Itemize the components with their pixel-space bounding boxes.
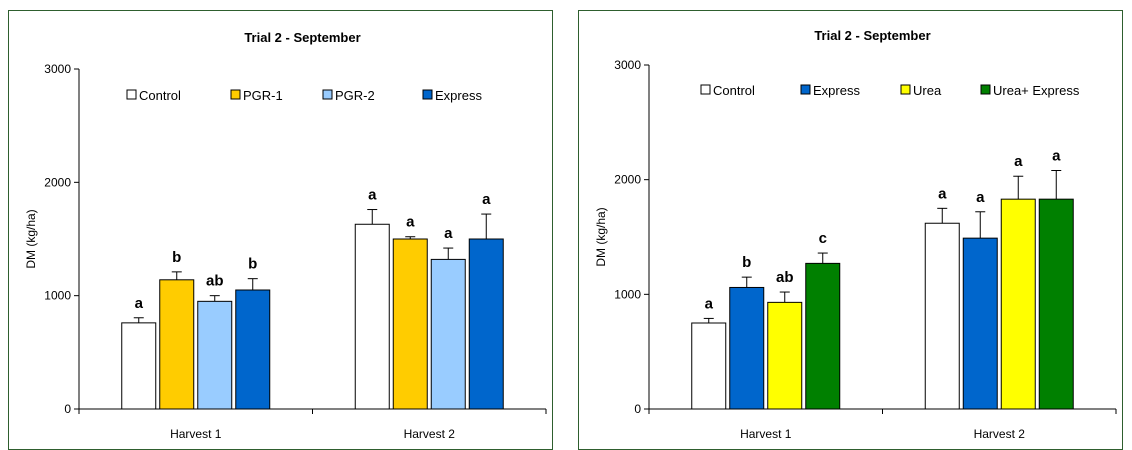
y-tick-label: 1000	[44, 289, 71, 303]
bar	[729, 286, 765, 410]
legend-swatch	[126, 89, 137, 100]
significance-label: b	[172, 249, 181, 266]
bar	[121, 322, 157, 410]
y-tick-label: 0	[64, 402, 71, 416]
legend-swatch	[422, 89, 433, 100]
significance-label: a	[705, 295, 714, 312]
bar	[354, 223, 390, 410]
y-axis-label: DM (kg/ha)	[24, 209, 38, 268]
significance-label: a	[1052, 147, 1061, 164]
significance-label: a	[406, 214, 415, 231]
significance-label: b	[742, 254, 751, 271]
bar-chart-right: Trial 2 - September DM (kg/ha) 0 1000 2000 30…	[594, 28, 1117, 441]
significance-label: a	[444, 225, 453, 242]
legend-label: Control	[713, 83, 755, 98]
bar	[924, 222, 960, 410]
legend-swatch	[700, 84, 711, 95]
bar	[691, 322, 727, 410]
y-tick-label: 3000	[44, 62, 71, 76]
legend-swatch	[800, 84, 811, 95]
bar	[235, 289, 271, 410]
significance-label: a	[1014, 153, 1023, 170]
legend-label: Express	[435, 88, 482, 103]
legend-label: Urea	[913, 83, 942, 98]
legend-swatch	[980, 84, 991, 95]
bar	[767, 301, 803, 410]
chart-title: Trial 2 - September	[244, 30, 360, 45]
legend-swatch	[230, 89, 241, 100]
significance-label: a	[938, 185, 947, 202]
significance-label: a	[368, 187, 377, 204]
bar	[197, 300, 233, 410]
bar	[1038, 198, 1074, 410]
x-tick-label: Harvest 2	[404, 427, 456, 441]
bar	[1000, 198, 1036, 410]
chart-panel-left: Trial 2 - September DM (kg/ha) 0 1000 2000 30…	[8, 10, 553, 450]
y-tick-label: 3000	[614, 58, 641, 72]
y-tick-label: 2000	[44, 175, 71, 189]
bar	[962, 237, 998, 410]
bar	[468, 238, 504, 410]
legend-swatch	[322, 89, 333, 100]
significance-label: ab	[206, 273, 224, 290]
y-tick-label: 1000	[614, 287, 641, 301]
chart-panel-right: Trial 2 - September DM (kg/ha) 0 1000 2000 30…	[578, 10, 1123, 450]
chart-title: Trial 2 - September	[814, 28, 930, 43]
bar	[159, 279, 195, 410]
x-tick-label: Harvest 2	[974, 427, 1026, 441]
y-tick-label: 2000	[614, 173, 641, 187]
legend-label: PGR-2	[335, 88, 375, 103]
y-tick-label: 0	[634, 402, 641, 416]
x-tick-label: Harvest 1	[740, 427, 792, 441]
legend-label: PGR-1	[243, 88, 283, 103]
significance-label: b	[248, 256, 257, 273]
bar-chart-left: Trial 2 - September DM (kg/ha) 0 1000 2000 30…	[24, 30, 547, 441]
significance-label: ab	[776, 269, 794, 286]
legend-label: Urea+ Express	[993, 83, 1080, 98]
x-tick-label: Harvest 1	[170, 427, 222, 441]
significance-label: a	[976, 189, 985, 206]
significance-label: a	[135, 295, 144, 312]
y-axis-label: DM (kg/ha)	[594, 207, 608, 266]
legend-swatch	[900, 84, 911, 95]
significance-label: c	[819, 230, 827, 247]
bar	[805, 262, 841, 410]
bar	[430, 258, 466, 410]
legend-label: Express	[813, 83, 860, 98]
legend-label: Control	[139, 88, 181, 103]
significance-label: a	[482, 191, 491, 208]
bar	[392, 238, 428, 410]
